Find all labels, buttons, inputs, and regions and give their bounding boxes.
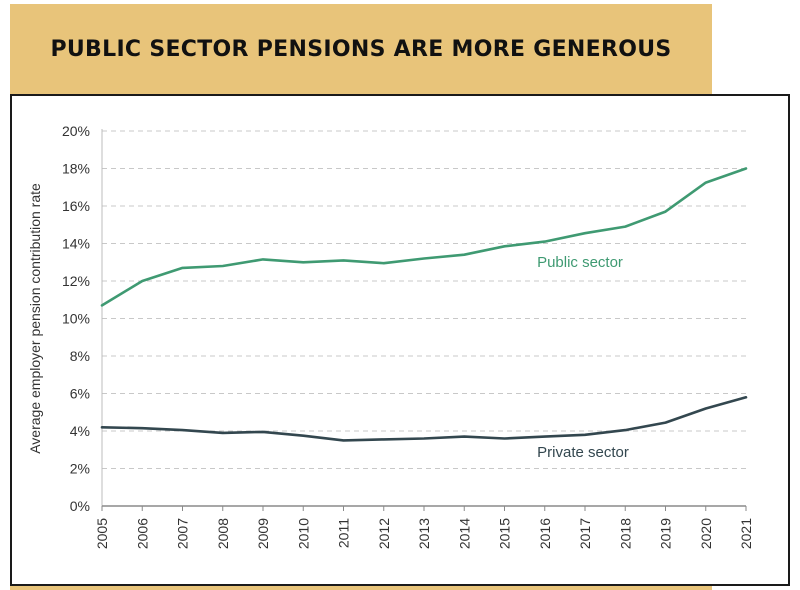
- y-tick-label: 20%: [62, 123, 90, 139]
- x-tick-label: 2006: [134, 518, 150, 549]
- y-axis-title: Average employer pension contribution ra…: [27, 183, 43, 454]
- y-tick-label: 8%: [70, 348, 90, 364]
- y-tick-label: 14%: [62, 236, 90, 252]
- y-tick-label: 16%: [62, 198, 90, 214]
- x-tick-label: 2008: [215, 518, 231, 549]
- title-banner: PUBLIC SECTOR PENSIONS ARE MORE GENEROUS: [10, 4, 712, 94]
- x-tick-label: 2009: [255, 518, 271, 549]
- x-tick-label: 2012: [376, 518, 392, 549]
- x-tick-label: 2018: [617, 518, 633, 549]
- x-tick-label: 2020: [698, 518, 714, 549]
- x-tick-label: 2015: [497, 518, 513, 549]
- x-tick-label: 2011: [336, 518, 352, 548]
- chart-frame: [10, 94, 790, 586]
- x-tick-label: 2010: [295, 518, 311, 549]
- series-line-public: [100, 167, 748, 307]
- y-tick-label: 0%: [70, 498, 90, 514]
- y-tick-label: 12%: [62, 273, 90, 289]
- x-tick-label: 2016: [537, 518, 553, 549]
- y-tick-label: 2%: [70, 461, 90, 477]
- page-title: PUBLIC SECTOR PENSIONS ARE MORE GENEROUS: [50, 36, 672, 62]
- x-tick-label: 2017: [577, 518, 593, 549]
- y-tick-label: 4%: [70, 423, 90, 439]
- x-tick-label: 2019: [658, 518, 674, 549]
- series-line-private: [100, 395, 748, 442]
- x-tick-label: 2005: [94, 518, 110, 549]
- series-label-public: Public sector: [537, 254, 623, 271]
- y-tick-label: 6%: [70, 386, 90, 402]
- x-tick-label: 2007: [175, 518, 191, 549]
- x-tick-label: 2014: [456, 518, 472, 549]
- y-tick-label: 18%: [62, 161, 90, 177]
- series-label-private: Private sector: [537, 444, 629, 461]
- x-tick-label: 2013: [416, 518, 432, 549]
- bottom-strip: [10, 585, 712, 590]
- x-tick-label: 2021: [738, 518, 754, 549]
- y-tick-label: 10%: [62, 311, 90, 327]
